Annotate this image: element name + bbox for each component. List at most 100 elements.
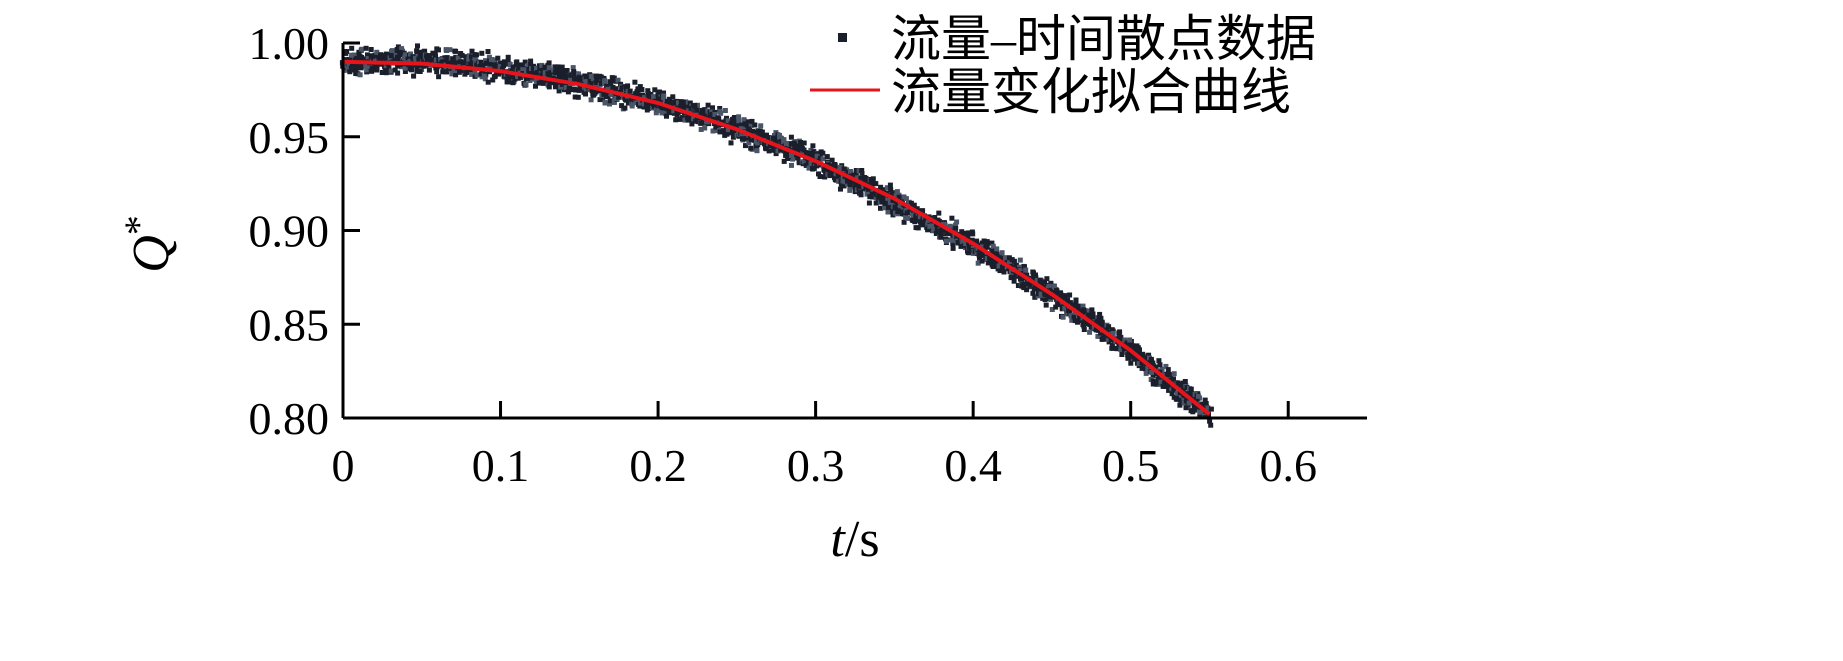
scatter-point (443, 69, 449, 75)
scatter-point (820, 156, 826, 162)
scatter-point (1072, 302, 1078, 308)
scatter-point (359, 46, 365, 52)
scatter-point (1098, 330, 1104, 336)
scatter-point (730, 134, 736, 140)
scatter-point (788, 134, 794, 140)
scatter-point (670, 94, 676, 100)
scatter-point (349, 52, 355, 58)
scatter-point (498, 61, 504, 66)
scatter-point (678, 104, 684, 109)
scatter-point (870, 194, 876, 200)
scatter-point (837, 164, 843, 170)
scatter-point (1133, 347, 1139, 353)
scatter-point (402, 69, 408, 74)
scatter-point (383, 55, 389, 61)
scatter-point (671, 108, 677, 114)
scatter-point (781, 139, 787, 145)
fit-curve-layer (342, 59, 1211, 416)
scatter-point (469, 60, 475, 66)
scatter-point (1157, 362, 1163, 368)
scatter-point (995, 266, 1001, 272)
scatter-point (1194, 396, 1200, 402)
scatter-point (452, 48, 458, 54)
scatter-point (800, 151, 806, 157)
scatter-point (414, 65, 420, 71)
scatter-point (505, 59, 511, 65)
scatter-point (1182, 379, 1188, 384)
scatter-point (352, 52, 357, 58)
scatter-point (553, 70, 558, 75)
scatter-point (775, 148, 781, 154)
scatter-point (557, 68, 563, 74)
scatter-point (488, 61, 494, 67)
scatter-point (852, 179, 858, 185)
scatter-point (599, 80, 604, 86)
scatter-point (1077, 306, 1083, 312)
scatter-point (539, 62, 545, 68)
scatter-point (798, 140, 803, 145)
scatter-point (1021, 285, 1027, 291)
scatter-point (483, 60, 489, 66)
scatter-point (892, 204, 898, 210)
scatter-point (910, 212, 916, 218)
scatter-point (885, 204, 891, 210)
scatter-point (619, 103, 625, 109)
scatter-point (1203, 401, 1209, 406)
scatter-point (665, 99, 671, 105)
scatter-point (748, 145, 754, 151)
scatter-point (1162, 384, 1168, 389)
scatter-point (950, 241, 956, 246)
scatter-point (796, 160, 802, 166)
scatter-point (922, 219, 928, 225)
scatter-point (889, 190, 895, 196)
scatter-point (817, 155, 823, 161)
scatter-point (1087, 329, 1093, 335)
scatter-point (1061, 295, 1067, 301)
scatter-point (651, 94, 657, 100)
scatter-point (692, 102, 698, 108)
scatter-point (999, 250, 1005, 256)
scatter-point (596, 77, 602, 83)
scatter-point (731, 128, 737, 134)
scatter-point (881, 187, 887, 193)
scatter-point (383, 63, 389, 69)
scatter-point (604, 84, 610, 89)
scatter-point (395, 70, 401, 76)
scatter-point (1114, 346, 1120, 352)
scatter-point (1155, 380, 1161, 386)
scatter-point (561, 68, 567, 74)
scatter-point (1048, 280, 1054, 286)
scatter-point (842, 179, 848, 185)
scatter-point (694, 107, 700, 113)
scatter-point (766, 135, 772, 140)
scatter-point (479, 61, 485, 67)
scatter-point (537, 66, 543, 71)
legend-marker-scatter (838, 33, 847, 42)
scatter-point (1030, 290, 1036, 296)
x-axis-title-var: t (830, 511, 846, 568)
scatter-point (1118, 347, 1124, 353)
scatter-point (839, 183, 845, 189)
scatter-point (920, 208, 926, 214)
scatter-point (611, 75, 617, 81)
scatter-point (700, 110, 706, 116)
x-axis-title-unit: /s (845, 511, 880, 568)
scatter-point (709, 111, 715, 117)
scatter-point (1027, 282, 1033, 288)
scatter-point (1031, 286, 1037, 292)
scatter-point (803, 162, 809, 168)
scatter-point (785, 156, 791, 161)
legend-item-fit: 流量变化拟合曲线 (810, 64, 1291, 120)
scatter-point (589, 88, 595, 94)
scatter-point (515, 74, 521, 80)
scatter-point (661, 97, 667, 103)
scatter-point (383, 70, 389, 76)
scatter-point (1034, 277, 1040, 283)
scatter-point (1090, 314, 1096, 320)
scatter-point (452, 68, 458, 73)
scatter-point (656, 108, 662, 114)
x-axis-title: t/s (830, 511, 879, 568)
scatter-point (474, 72, 480, 78)
scatter-point (1099, 321, 1105, 327)
